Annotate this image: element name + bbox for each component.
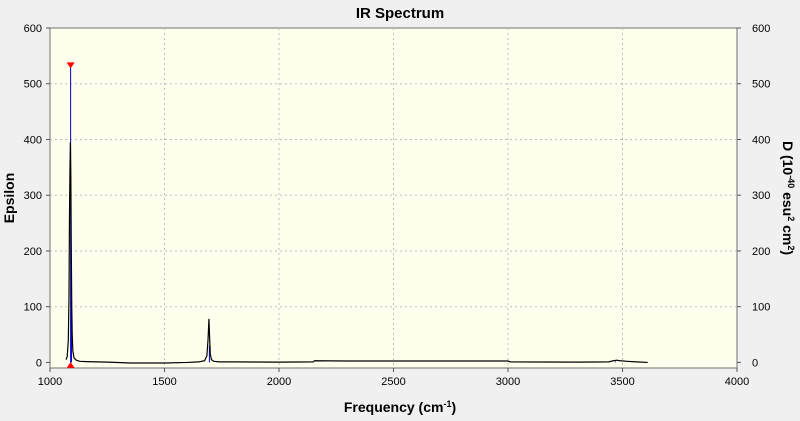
x-axis-label-sup: -1 <box>443 399 451 409</box>
grid-lines <box>50 28 737 368</box>
y2-tick-label: 600 <box>752 23 770 35</box>
y2-tick-label: 100 <box>752 302 770 314</box>
x-axis-label-tail: ) <box>451 399 456 415</box>
y2-axis-ticks: 0 100 200 300 400 500 600 <box>737 23 770 369</box>
y2-tick-label: 200 <box>752 246 770 258</box>
x-tick-label: 3000 <box>496 376 520 388</box>
peak-marker-top <box>66 62 75 69</box>
spectrum-line <box>65 142 648 364</box>
y2-axis-label: D (10-40 esu2 cm2) <box>780 141 796 255</box>
y-tick-label: 200 <box>24 246 42 258</box>
y2-label-exp2: 2 <box>786 216 796 221</box>
y-tick-label: 100 <box>24 302 42 314</box>
x-tick-label: 4000 <box>725 376 749 388</box>
y2-label-mid: esu <box>780 188 796 216</box>
y2-label-prefix: D (10 <box>780 141 796 175</box>
y2-label-exp3: 2 <box>786 245 796 250</box>
y2-label-exp1: -40 <box>786 175 796 188</box>
x-axis-label: Frequency (cm-1) <box>344 399 456 415</box>
x-tick-label: 1000 <box>38 376 62 388</box>
y-tick-label: 300 <box>24 190 42 202</box>
x-tick-label: 1500 <box>152 376 176 388</box>
x-tick-label: 3500 <box>610 376 634 388</box>
y-tick-label: 0 <box>36 357 42 369</box>
y2-tick-label: 400 <box>752 134 770 146</box>
y2-tick-label: 500 <box>752 79 770 91</box>
x-axis-ticks: 1000 1500 2000 2500 3000 3500 4000 <box>38 368 749 388</box>
y-tick-label: 600 <box>24 23 42 35</box>
y-axis-label: Epsilon <box>1 173 17 224</box>
y2-label-mid2: cm <box>780 221 796 245</box>
peak-markers <box>66 62 75 368</box>
y2-tick-label: 300 <box>752 190 770 202</box>
y2-tick-label: 0 <box>752 357 758 369</box>
peak-marker-bottom <box>66 362 75 368</box>
y-axis-ticks: 0 100 200 300 400 500 600 <box>24 23 50 369</box>
x-tick-label: 2000 <box>267 376 291 388</box>
x-tick-label: 2500 <box>381 376 405 388</box>
x-axis-label-text: Frequency (cm <box>344 399 444 415</box>
y-tick-label: 500 <box>24 79 42 91</box>
chart-title: IR Spectrum <box>356 5 444 22</box>
y2-label-tail: ) <box>780 250 796 255</box>
y-tick-label: 400 <box>24 134 42 146</box>
